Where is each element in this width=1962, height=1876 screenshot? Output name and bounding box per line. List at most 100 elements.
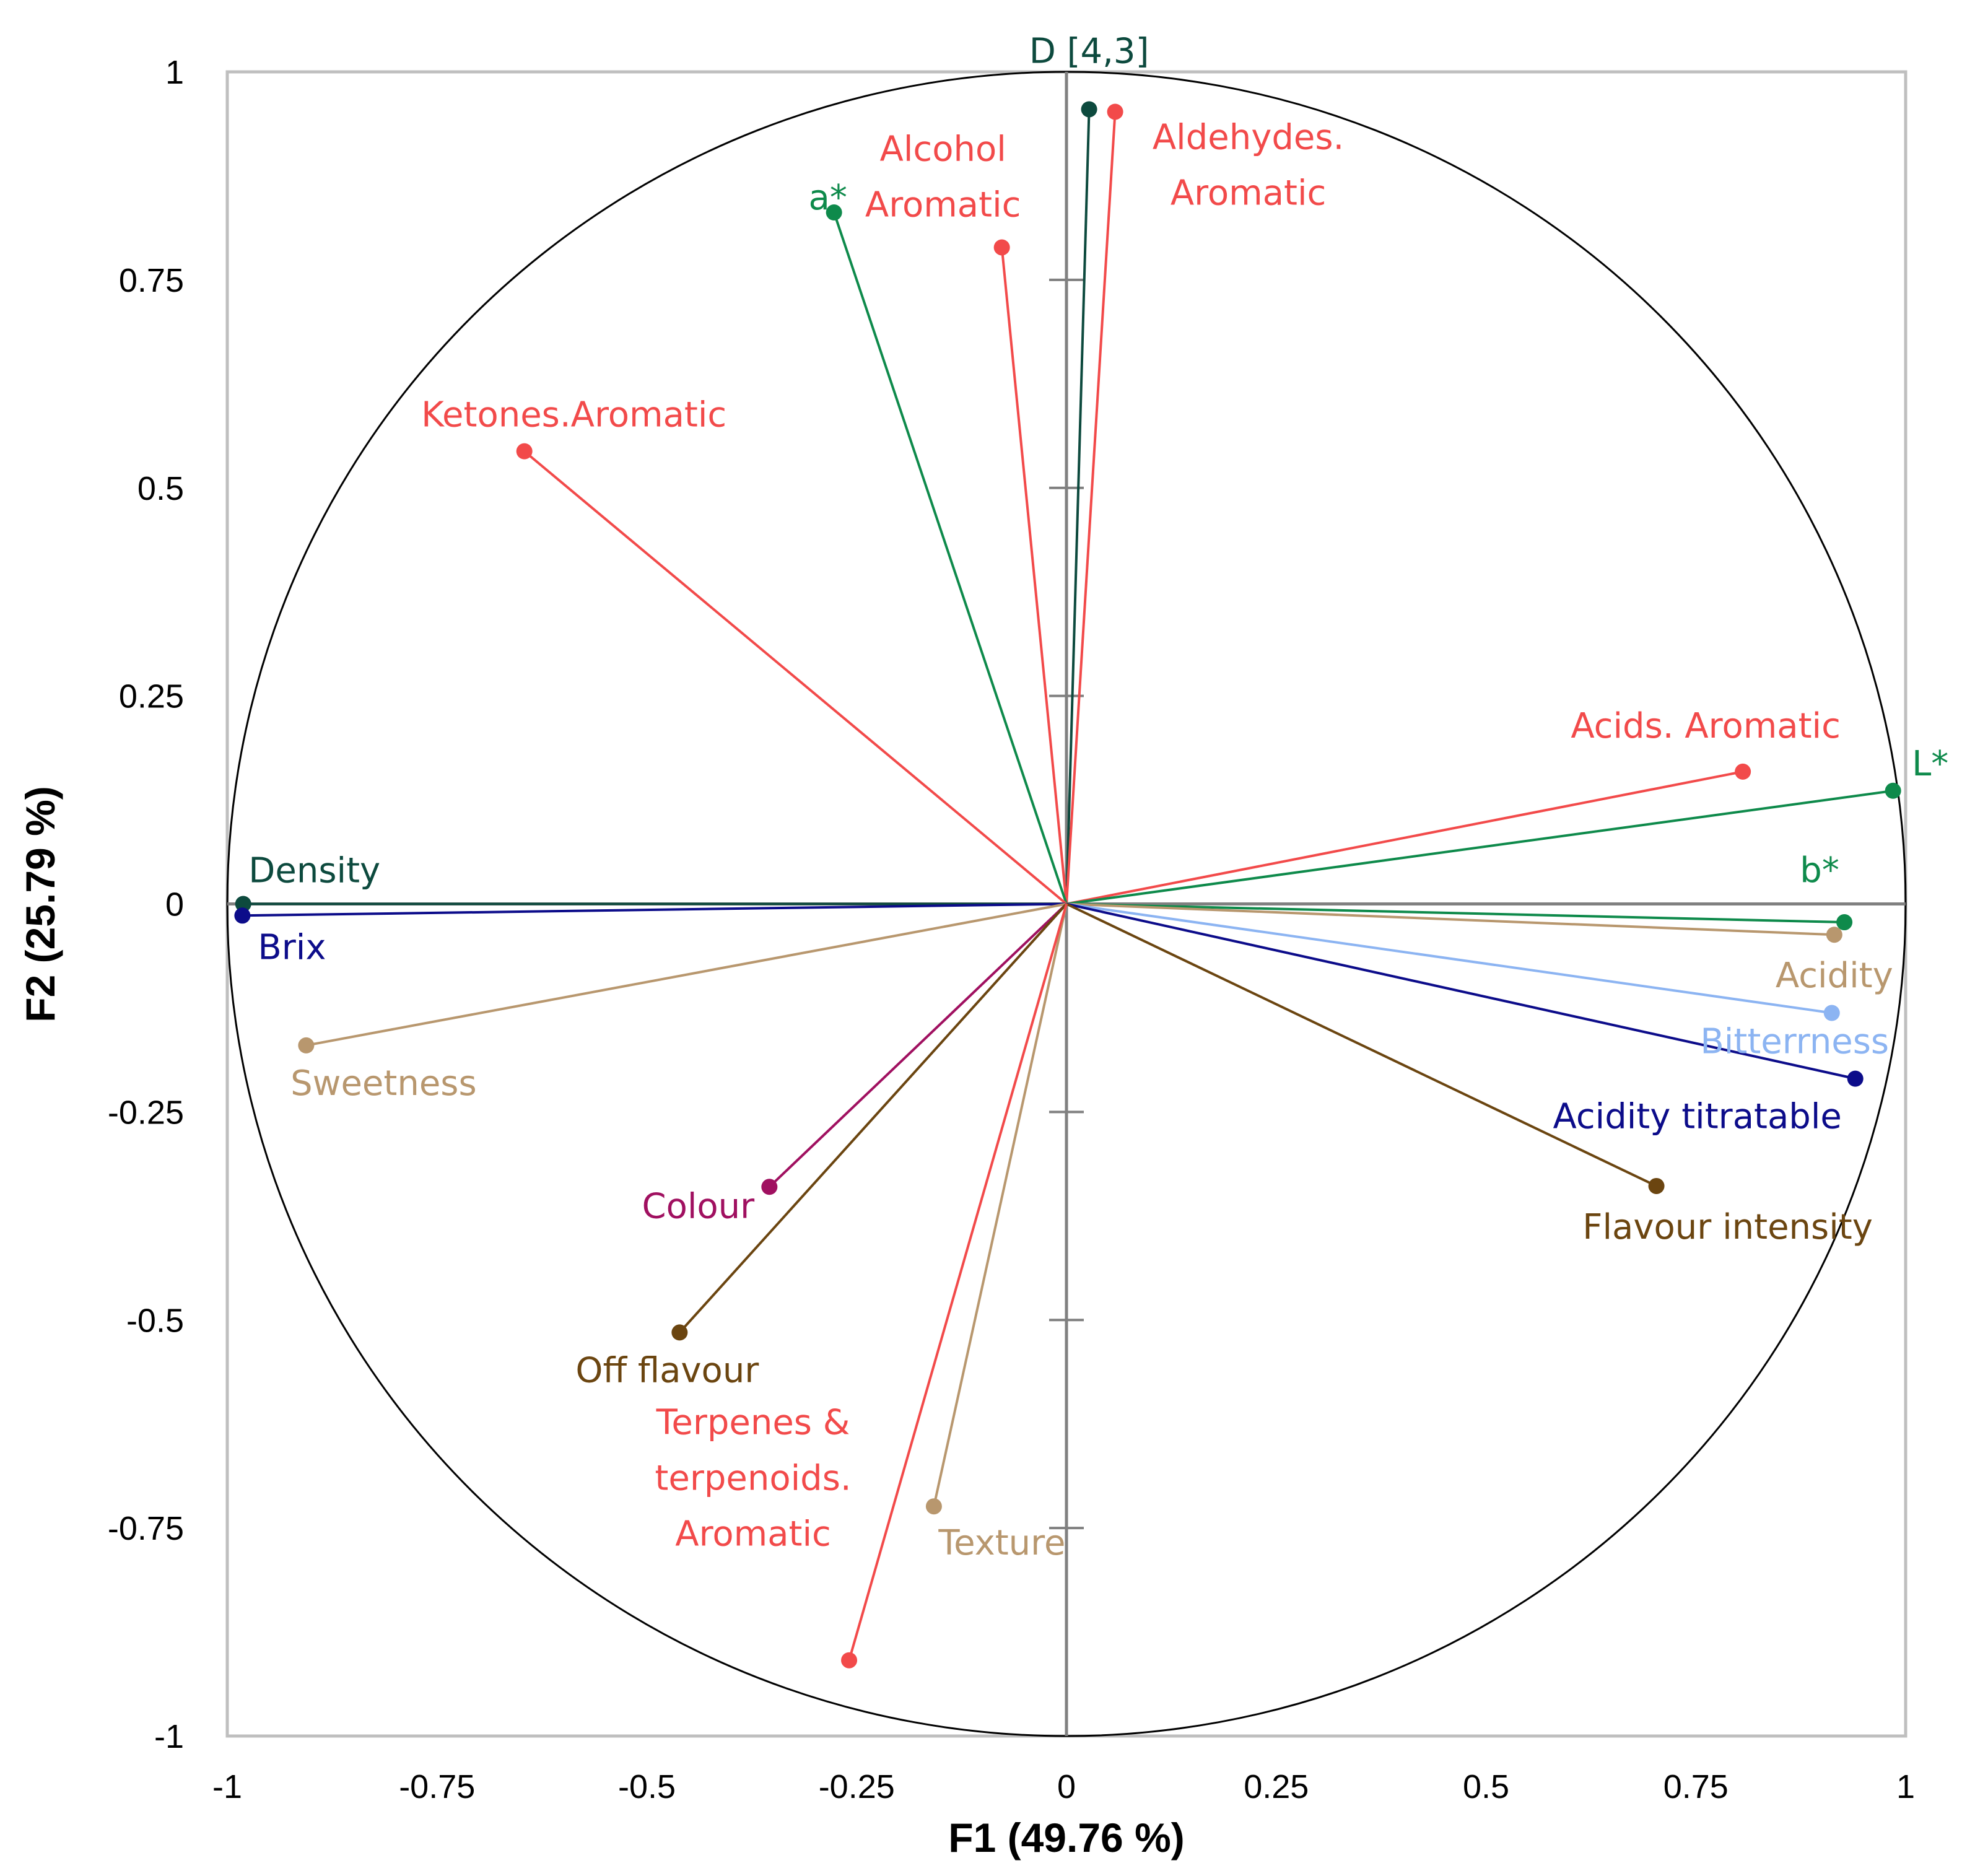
- vector-acidity: [1066, 902, 1834, 936]
- label-colour: Colour: [642, 1186, 755, 1226]
- x-tick-label: -0.5: [618, 1768, 676, 1805]
- point-off-flavour: [671, 1324, 688, 1341]
- label-a: a*: [809, 178, 847, 218]
- label-line: D [4,3]: [1029, 31, 1149, 71]
- vector-acidity-titratable: [1066, 902, 1856, 1080]
- vector-colour: [768, 903, 1068, 1188]
- label-line: Sweetness: [290, 1063, 477, 1104]
- label-line: Brix: [258, 927, 326, 967]
- vector-flavour-intensity: [1066, 902, 1657, 1187]
- label-line: Texture: [938, 1523, 1065, 1563]
- vector-aldehydes-aromatic: [1065, 111, 1117, 904]
- y-tick-label: -0.5: [126, 1302, 184, 1339]
- label-line: Aldehydes.: [1153, 117, 1344, 157]
- point-ketones-aromatic: [516, 443, 533, 460]
- point-sweetness: [298, 1037, 315, 1054]
- labels-layer: D [4,3] Aldehydes. Aromatic Alcohol Aromatic…: [248, 31, 1948, 1563]
- label-acidity-titratable: Acidity titratable: [1553, 1097, 1842, 1137]
- point-d-4-3: [1081, 101, 1097, 118]
- label-line: a*: [809, 178, 847, 218]
- vector-brix: [242, 902, 1067, 917]
- point-bitterrness: [1823, 1005, 1840, 1021]
- label-line: terpenoids.: [655, 1459, 851, 1499]
- x-tick-label: 0.75: [1663, 1768, 1729, 1805]
- label-line: Terpenes &: [656, 1403, 850, 1443]
- point-brix: [234, 907, 251, 924]
- point-texture: [925, 1498, 942, 1515]
- y-tick-label: 0.75: [119, 262, 184, 299]
- point-flavour-intensity: [1648, 1177, 1665, 1194]
- label-line: b*: [1800, 850, 1839, 891]
- point-b: [1836, 914, 1853, 931]
- label-line: Ketones.Aromatic: [421, 395, 726, 435]
- label-line: Aromatic: [865, 185, 1021, 225]
- label-flavour-intensity: Flavour intensity: [1582, 1207, 1873, 1247]
- label-bitterrness: Bitterrness: [1700, 1021, 1889, 1062]
- label-line: Aromatic: [1171, 173, 1327, 213]
- point-acidity-titratable: [1847, 1070, 1864, 1087]
- x-tick-label: -0.75: [399, 1768, 475, 1805]
- vector-l: [1066, 789, 1893, 905]
- x-tick-label: -1: [212, 1768, 242, 1805]
- y-tick-label: -0.25: [108, 1094, 184, 1131]
- label-sweetness: Sweetness: [290, 1063, 477, 1104]
- point-a: [826, 204, 842, 221]
- vector-off-flavour: [678, 903, 1068, 1333]
- label-line: Bitterrness: [1700, 1021, 1889, 1062]
- point-colour: [761, 1179, 778, 1195]
- x-tick-label: -0.25: [819, 1768, 895, 1805]
- label-line: Acids. Aromatic: [1571, 706, 1841, 746]
- label-acidity: Acidity: [1776, 956, 1893, 996]
- vector-d-4-3: [1065, 109, 1091, 904]
- x-tick-label: 1: [1896, 1768, 1915, 1805]
- vector-b: [1066, 902, 1845, 924]
- y-tick-label: -1: [154, 1718, 184, 1755]
- vector-alcohol-aromatic: [1000, 247, 1068, 904]
- x-tick-label: 0: [1057, 1768, 1076, 1805]
- y-tick-label: 0.5: [137, 470, 184, 507]
- point-acids-aromatic: [1735, 763, 1751, 780]
- point-terpenes-terpenoids-aromatic: [841, 1652, 858, 1669]
- point-alcohol-aromatic: [993, 239, 1010, 256]
- vector-a: [832, 212, 1068, 905]
- label-terpenes-terpenoids-aromatic: Terpenes & terpenoids. Aromatic: [655, 1403, 851, 1555]
- label-d-4-3: D [4,3]: [1029, 31, 1149, 71]
- point-aldehydes-aromatic: [1107, 103, 1123, 120]
- label-line: Acidity: [1776, 956, 1893, 996]
- label-aldehydes-aromatic: Aldehydes. Aromatic: [1153, 117, 1344, 213]
- vector-sweetness: [306, 902, 1067, 1047]
- label-line: L*: [1912, 744, 1948, 784]
- label-alcohol-aromatic: Alcohol Aromatic: [865, 129, 1021, 225]
- y-tick-label: 0.25: [119, 678, 184, 715]
- label-line: Flavour intensity: [1582, 1207, 1873, 1247]
- label-off-flavour: Off flavour: [575, 1350, 759, 1390]
- tick-labels-layer: -1 -0.75 -0.5 -0.25 0 0.25 0.5 0.75 1 -1 -0.75 -0.5…: [108, 54, 1915, 1805]
- label-line: Colour: [642, 1186, 755, 1226]
- label-texture: Texture: [938, 1523, 1065, 1563]
- vectors-layer: [234, 101, 1901, 1669]
- point-density: [235, 896, 251, 912]
- x-tick-label: 0.5: [1463, 1768, 1509, 1805]
- label-line: Alcohol: [880, 129, 1006, 169]
- label-acids-aromatic: Acids. Aromatic: [1571, 706, 1841, 746]
- label-brix: Brix: [258, 927, 326, 967]
- x-tick-label: 0.25: [1244, 1768, 1309, 1805]
- vector-texture: [932, 904, 1068, 1507]
- x-axis-title: F1 (49.76 %): [948, 1815, 1185, 1861]
- vector-acids-aromatic: [1066, 770, 1743, 905]
- label-line: Acidity titratable: [1553, 1097, 1842, 1137]
- label-l: L*: [1912, 744, 1948, 784]
- label-ketones-aromatic: Ketones.Aromatic: [421, 395, 726, 435]
- vector-bitterrness: [1066, 902, 1833, 1014]
- y-tick-label: 0: [165, 886, 184, 923]
- label-line: Density: [248, 851, 380, 891]
- point-acidity: [1826, 927, 1842, 943]
- label-density: Density: [248, 851, 380, 891]
- y-tick-label: 1: [165, 54, 184, 91]
- vector-ketones-aromatic: [523, 450, 1068, 905]
- point-l: [1885, 782, 1901, 799]
- y-axis-title: F2 (25.79 %): [17, 786, 63, 1023]
- label-line: Off flavour: [575, 1350, 759, 1390]
- y-tick-label: -0.75: [108, 1510, 184, 1547]
